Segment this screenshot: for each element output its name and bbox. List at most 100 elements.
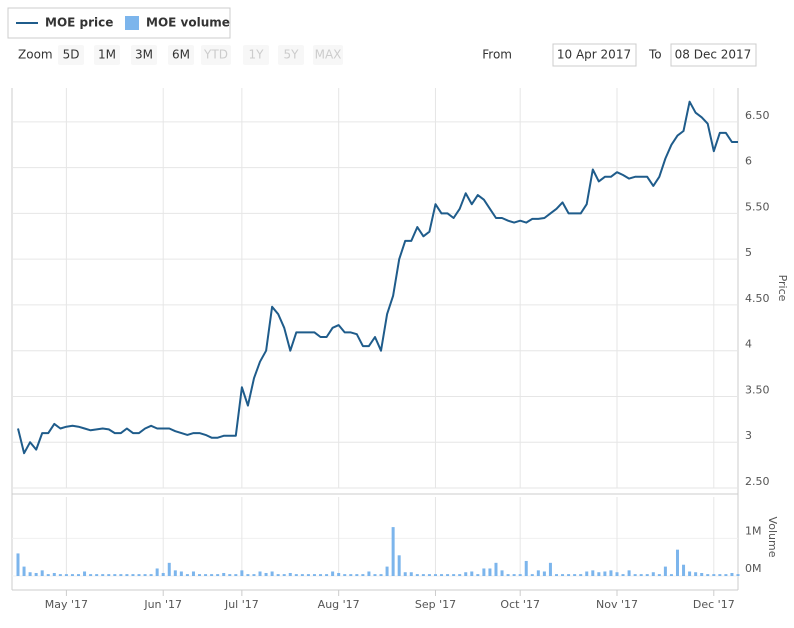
price-line [17,100,738,455]
y-tick-label: 2.50 [745,475,770,488]
volume-bar [694,572,698,576]
volume-bar [603,571,607,576]
volume-bar [548,562,552,576]
x-tick-label: Oct '17 [500,598,540,611]
volume-bar [615,572,619,576]
volume-bar [688,571,692,576]
volume-bar [95,574,99,576]
zoom-button-label[interactable]: 1M [98,48,116,62]
volume-bar [361,574,365,576]
volume-bar [355,574,359,576]
volume-bar [349,574,353,576]
from-value[interactable]: 10 Apr 2017 [557,48,631,62]
zoom-button[interactable] [131,45,157,65]
volume-bar [89,574,93,576]
volume-bar [591,570,595,576]
volume-bar [337,572,341,576]
volume-bar [585,571,589,576]
volume-bar [343,574,347,576]
volume-bar [627,570,631,576]
volume-bar [706,574,710,576]
volume-bar [294,574,298,576]
volume-bar [573,574,577,576]
zoom-button [201,45,231,65]
volume-bar [385,566,389,576]
volume-bar [204,574,208,576]
volume-bar [137,574,141,576]
to-input[interactable] [670,43,757,67]
volume-bar [494,562,498,576]
volume-bar [730,572,734,576]
volume-bar [736,574,740,576]
volume-bar [633,574,637,576]
volume-bar [409,572,413,576]
volume-bar [149,574,153,576]
from-label: From [482,48,512,62]
zoom-button[interactable] [168,45,194,65]
volume-bar [70,574,74,576]
zoom-button-label: 5Y [284,48,300,62]
y2-tick-label: 1M [745,524,762,537]
volume-bar [391,527,395,576]
volume-bar [512,574,516,576]
volume-bar [216,574,220,576]
volume-bar [470,571,474,576]
volume-bar [167,562,171,576]
volume-bar [682,564,686,576]
y-tick-label: 3 [745,429,752,442]
volume-bar [325,574,329,576]
zoom-button[interactable] [94,45,120,65]
volume-bar [506,574,510,576]
volume-bar [246,574,250,576]
y-tick-label: 5.50 [745,200,770,213]
volume-bar [700,572,704,576]
legend-box [7,7,231,39]
volume-bar [554,574,558,576]
volume-bar [312,574,316,576]
volume-bar [64,574,68,576]
zoom-button-label[interactable]: 5D [63,48,80,62]
zoom-button [313,45,343,65]
volume-bar [597,572,601,576]
volume-bar [40,570,44,576]
zoom-button-label[interactable]: 6M [172,48,190,62]
volume-bar [621,574,625,576]
volume-bar [77,574,81,576]
volume-bar [155,568,159,576]
x-tick-label: Aug '17 [318,598,360,611]
volume-bar [240,570,244,576]
volume-bar [46,574,50,576]
from-input[interactable] [552,43,637,67]
volume-bar [222,572,226,576]
volume-bar [645,574,649,576]
zoom-label: Zoom [18,48,53,62]
volume-bar [252,574,256,576]
legend-label[interactable]: MOE price [45,16,113,30]
volume-bar [530,574,534,576]
y2-tick-label: 0M [745,562,762,575]
volume-bar [561,574,565,576]
volume-bar [198,574,202,576]
zoom-button-label[interactable]: 3M [135,48,153,62]
volume-bar [16,553,20,576]
to-label: To [648,48,662,62]
zoom-button-label: 1Y [249,48,265,62]
volume-bar [379,574,383,576]
volume-bar [331,571,335,576]
volume-bar [306,574,310,576]
volume-bar [403,572,407,576]
y-axis-title: Price [776,275,789,302]
to-value[interactable]: 08 Dec 2017 [675,48,752,62]
volume-bar [119,574,123,576]
volume-bar [264,572,268,576]
volume-bar [518,574,522,576]
volume-bar [718,574,722,576]
volume-bar [427,574,431,576]
volume-bar [524,560,528,576]
y-tick-label: 5 [745,246,752,259]
volume-bar [210,574,214,576]
x-tick-label: Nov '17 [596,598,638,611]
legend-label[interactable]: MOE volume [146,16,230,30]
zoom-button[interactable] [58,45,84,65]
